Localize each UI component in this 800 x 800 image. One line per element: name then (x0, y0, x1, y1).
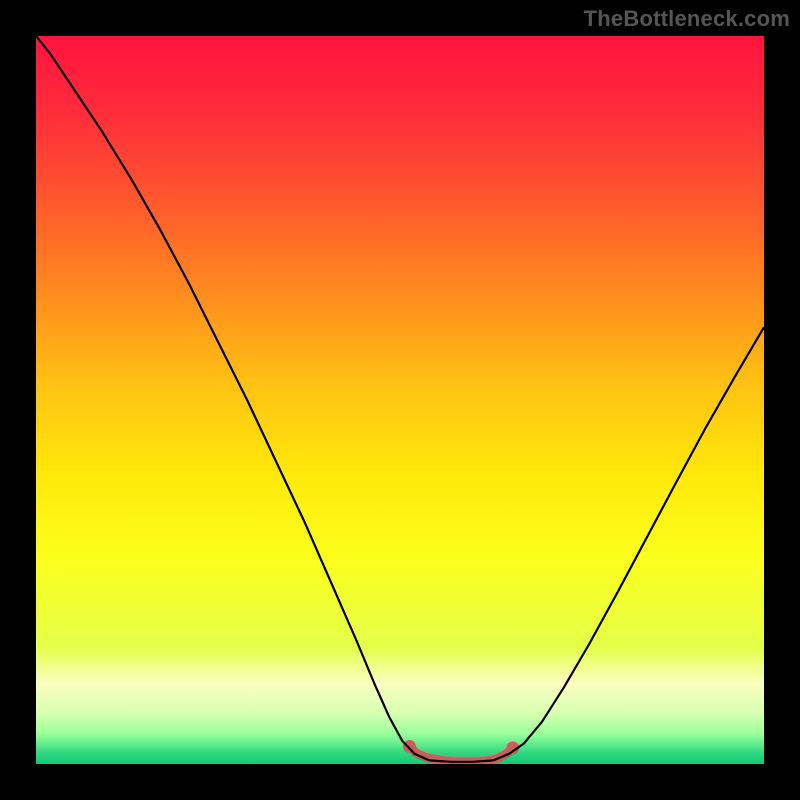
chart-frame: TheBottleneck.com (0, 0, 800, 800)
gradient-background (36, 36, 764, 764)
optimal-range-start-marker (403, 740, 416, 753)
bottleneck-chart (36, 36, 764, 764)
watermark-label: TheBottleneck.com (584, 6, 790, 32)
plot-area (36, 36, 764, 764)
